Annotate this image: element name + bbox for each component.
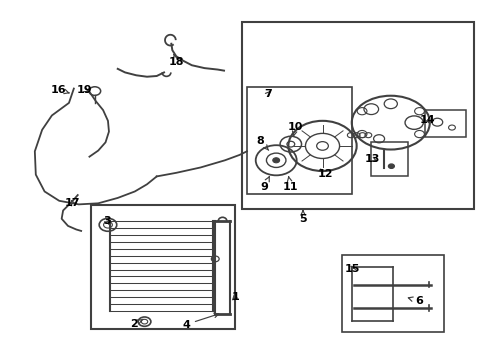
Text: 5: 5 — [299, 211, 306, 224]
Text: 19: 19 — [77, 85, 92, 95]
Text: 7: 7 — [264, 89, 271, 99]
Bar — [370, 142, 407, 176]
Bar — [242, 22, 473, 209]
Text: 2: 2 — [130, 319, 142, 329]
Text: 12: 12 — [317, 168, 332, 179]
Text: 16: 16 — [50, 85, 69, 95]
Bar — [424, 110, 466, 137]
Text: 11: 11 — [283, 176, 298, 192]
Text: 13: 13 — [364, 154, 379, 164]
Text: 8: 8 — [256, 136, 268, 150]
Text: 6: 6 — [407, 296, 422, 306]
Text: 18: 18 — [168, 54, 183, 67]
Circle shape — [272, 158, 279, 163]
Text: 15: 15 — [345, 264, 360, 274]
Text: 1: 1 — [231, 292, 239, 302]
Text: 14: 14 — [419, 115, 434, 125]
Bar — [91, 205, 234, 329]
Text: 10: 10 — [287, 122, 303, 136]
Text: 3: 3 — [103, 216, 111, 226]
Text: 4: 4 — [182, 313, 218, 329]
Text: 17: 17 — [65, 198, 81, 208]
Bar — [246, 87, 351, 194]
Circle shape — [387, 164, 393, 168]
Bar — [341, 255, 444, 332]
Text: 9: 9 — [260, 177, 269, 192]
